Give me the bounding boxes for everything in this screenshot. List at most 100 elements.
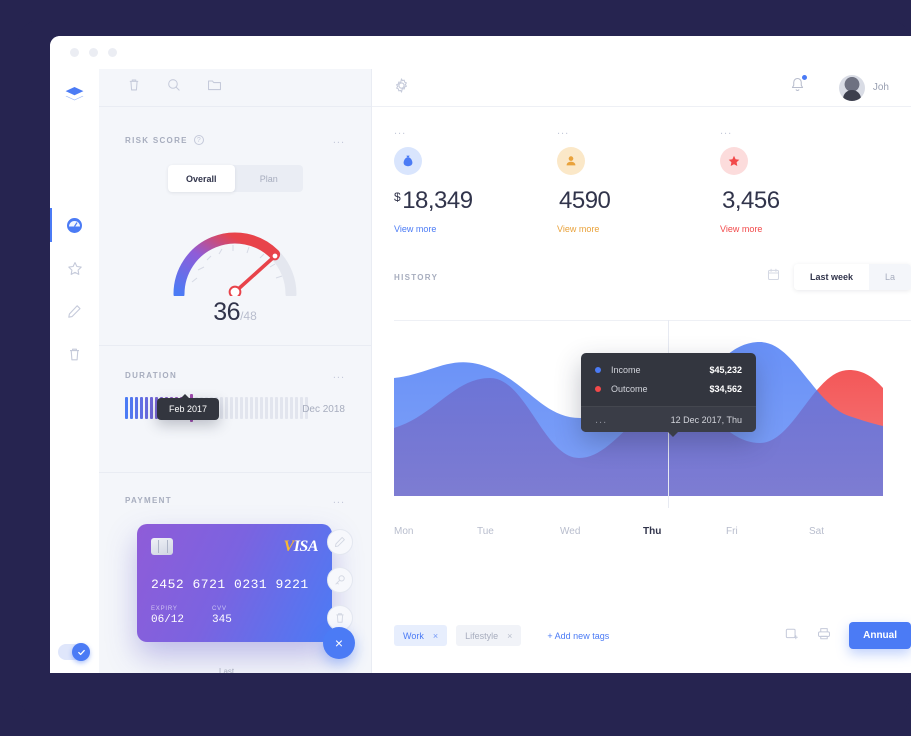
stat-number: 3,456 <box>722 187 780 214</box>
add-new-tags-link[interactable]: + Add new tags <box>547 630 610 641</box>
layers-logo-icon[interactable] <box>64 85 85 108</box>
tags-bar: Work × Lifestyle × + Add new tags <box>372 622 911 649</box>
duration-bar-inactive <box>255 397 258 419</box>
duration-menu[interactable]: ... <box>332 369 345 381</box>
duration-bar-inactive <box>245 397 248 419</box>
close-button[interactable]: × <box>323 627 355 659</box>
duration-bar-active <box>145 397 148 419</box>
card-cvv-label: CVV <box>212 606 227 612</box>
payment-header: PAYMENT ... <box>99 485 371 515</box>
range-last-month[interactable]: La <box>868 264 911 290</box>
tab-plan[interactable]: Plan <box>259 173 278 184</box>
stat-view-more-link[interactable]: View more <box>720 224 763 234</box>
stat-view-more-link[interactable]: View more <box>557 224 600 234</box>
person-icon <box>557 147 585 175</box>
key-card-button[interactable] <box>327 567 353 593</box>
app-window: RISK SCORE ? ... Overall Plan <box>50 36 911 673</box>
tooltip-row-income: Income $45,232 <box>581 353 756 378</box>
money-bag-icon <box>394 147 422 175</box>
payment-menu[interactable]: ... <box>332 494 345 506</box>
stat-cards: ... $ 18,349 View more ... <box>372 107 911 234</box>
help-icon[interactable]: ? <box>193 135 204 145</box>
last-amount-label: Last <box>219 667 235 673</box>
gear-icon[interactable] <box>394 77 409 98</box>
card-cvv-value: 345 <box>212 614 232 626</box>
sidebar-item-favorites[interactable] <box>50 247 99 290</box>
duration-bar-inactive <box>290 397 293 419</box>
risk-score-menu[interactable]: ... <box>332 134 345 146</box>
stat-card-revenue: ... $ 18,349 View more <box>394 125 557 234</box>
chart-gridline <box>394 320 911 321</box>
duration-bar-active <box>125 397 128 419</box>
tab-overall[interactable]: Overall <box>167 165 235 192</box>
window-maximize-dot[interactable] <box>108 48 117 57</box>
x-tick-sat: Sat <box>809 526 825 537</box>
duration-bar-inactive <box>250 397 253 419</box>
risk-score-max: /48 <box>240 309 257 323</box>
calendar-icon[interactable] <box>767 268 780 286</box>
tag-remove-icon[interactable]: × <box>507 630 513 641</box>
annual-button[interactable]: Annual <box>849 622 911 649</box>
card-cvv: CVV 345 <box>212 606 232 626</box>
risk-score-number: 36 <box>213 298 241 326</box>
tag-lifestyle[interactable]: Lifestyle × <box>456 625 522 646</box>
window-body: RISK SCORE ? ... Overall Plan <box>50 69 911 673</box>
stat-currency: $ <box>394 190 401 204</box>
stat-card-rating: ... 3,456 View more <box>720 125 883 234</box>
outcome-label: Outcome <box>611 383 648 394</box>
sidebar-item-edit[interactable] <box>50 290 99 333</box>
duration-bar-inactive <box>275 397 278 419</box>
avatar[interactable] <box>838 74 865 101</box>
range-last-week[interactable]: Last week <box>793 264 869 290</box>
tooltip-menu[interactable]: ... <box>595 413 608 426</box>
duration-bar-inactive <box>240 397 243 419</box>
add-image-icon[interactable] <box>785 627 799 645</box>
card-meta: EXPIRY 06/12 CVV 345 <box>151 606 318 626</box>
search-icon[interactable] <box>167 78 181 97</box>
sidebar-item-trash[interactable] <box>50 333 99 376</box>
tag-label: Lifestyle <box>465 630 499 641</box>
stat-view-more-link[interactable]: View more <box>394 224 437 234</box>
edit-card-button[interactable] <box>327 529 353 555</box>
bell-icon[interactable] <box>790 74 808 98</box>
duration-bar-inactive <box>270 397 273 419</box>
trash-icon[interactable] <box>127 78 141 97</box>
card-chip-icon <box>151 538 173 555</box>
history-title: HISTORY <box>394 272 439 282</box>
print-icon[interactable] <box>817 627 831 645</box>
stat-menu[interactable]: ... <box>557 125 570 137</box>
history-area-chart[interactable]: Income $45,232 Outcome $34,562 ... 12 De… <box>372 308 911 520</box>
window-close-dot[interactable] <box>70 48 79 57</box>
panel-divider <box>99 345 371 346</box>
duration-bar-inactive <box>300 397 303 419</box>
duration-bar-inactive <box>285 397 288 419</box>
tag-work[interactable]: Work × <box>394 625 448 646</box>
sidebar-item-dashboard[interactable] <box>50 204 99 247</box>
date-range-selector: Last week La <box>793 264 911 290</box>
folder-icon[interactable] <box>207 78 222 97</box>
stat-number: 4590 <box>559 187 611 214</box>
left-panel-toolbar <box>99 69 371 107</box>
tag-remove-icon[interactable]: × <box>432 630 439 641</box>
chart-x-axis: Mon Tue Wed Thu Fri Sat <box>372 526 911 537</box>
duration-bar-active <box>155 397 158 419</box>
tooltip-date: 12 Dec 2017, Thu <box>670 414 742 425</box>
x-tick-tue: Tue <box>477 526 494 537</box>
x-tick-mon: Mon <box>394 526 414 537</box>
duration-title: DURATION <box>125 370 178 380</box>
stat-number: 18,349 <box>402 187 473 214</box>
tag-label: Work <box>403 630 424 641</box>
income-color-dot <box>595 366 601 373</box>
sidebar-icon-rail <box>50 69 99 673</box>
credit-card[interactable]: VISA 2452 6721 0231 9221 EXPIRY 06/12 CV… <box>137 524 332 642</box>
duration-section: DURATION ... Feb 2017 Dec 2018 <box>99 346 371 422</box>
income-value: $45,232 <box>709 364 742 375</box>
visa-logo: VISA <box>283 538 319 555</box>
risk-score-tabs: Overall Plan <box>167 165 303 192</box>
payment-section: PAYMENT ... <box>99 473 371 515</box>
window-minimize-dot[interactable] <box>89 48 98 57</box>
stat-menu[interactable]: ... <box>394 125 407 137</box>
card-expiry: EXPIRY 06/12 <box>151 606 184 626</box>
stat-menu[interactable]: ... <box>720 125 733 137</box>
sidebar-toggle[interactable] <box>58 643 90 661</box>
